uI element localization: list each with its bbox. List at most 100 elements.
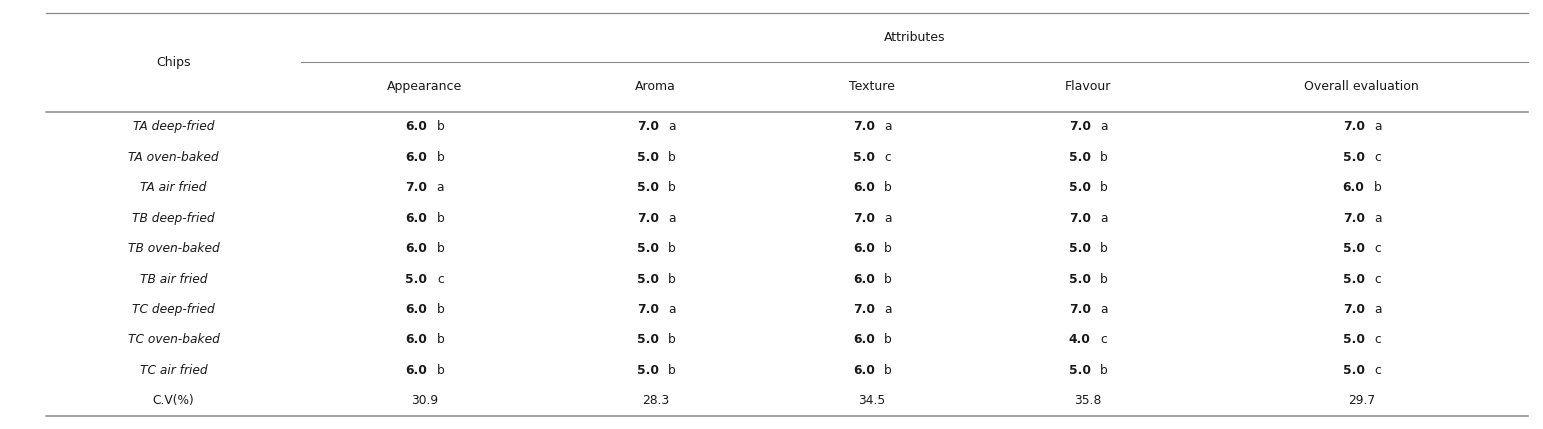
Text: b: b (668, 333, 676, 347)
Text: TC deep-fried: TC deep-fried (133, 303, 214, 316)
Text: 6.0: 6.0 (406, 151, 427, 164)
Text: 28.3: 28.3 (642, 394, 670, 408)
Text: b: b (668, 242, 676, 255)
Text: c: c (884, 151, 892, 164)
Text: b: b (1100, 364, 1108, 377)
Text: 6.0: 6.0 (853, 181, 875, 194)
Text: 5.0: 5.0 (853, 151, 875, 164)
Text: 6.0: 6.0 (406, 333, 427, 347)
Text: Flavour: Flavour (1065, 80, 1111, 94)
Text: a: a (668, 303, 676, 316)
Text: b: b (437, 151, 444, 164)
Text: 6.0: 6.0 (853, 242, 875, 255)
Text: 5.0: 5.0 (1069, 272, 1091, 286)
Text: 6.0: 6.0 (853, 364, 875, 377)
Text: b: b (668, 151, 676, 164)
Text: 6.0: 6.0 (853, 333, 875, 347)
Text: 6.0: 6.0 (406, 242, 427, 255)
Text: 29.7: 29.7 (1349, 394, 1375, 408)
Text: 7.0: 7.0 (1069, 211, 1091, 225)
Text: 4.0: 4.0 (1069, 333, 1091, 347)
Text: 6.0: 6.0 (406, 211, 427, 225)
Text: a: a (1100, 303, 1108, 316)
Text: c: c (1375, 151, 1381, 164)
Text: c: c (1375, 364, 1381, 377)
Text: b: b (1100, 272, 1108, 286)
Text: b: b (884, 333, 892, 347)
Text: TB oven-baked: TB oven-baked (128, 242, 219, 255)
Text: TC oven-baked: TC oven-baked (128, 333, 219, 347)
Text: Appearance: Appearance (387, 80, 461, 94)
Text: TA air fried: TA air fried (140, 181, 207, 194)
Text: Overall evaluation: Overall evaluation (1304, 80, 1420, 94)
Text: c: c (1375, 272, 1381, 286)
Text: TA oven-baked: TA oven-baked (128, 151, 219, 164)
Text: b: b (668, 364, 676, 377)
Text: c: c (1100, 333, 1108, 347)
Text: 5.0: 5.0 (1069, 242, 1091, 255)
Text: 5.0: 5.0 (637, 272, 659, 286)
Text: 7.0: 7.0 (406, 181, 427, 194)
Text: a: a (668, 211, 676, 225)
Text: 7.0: 7.0 (1069, 120, 1091, 133)
Text: 5.0: 5.0 (637, 364, 659, 377)
Text: c: c (437, 272, 444, 286)
Text: 6.0: 6.0 (406, 364, 427, 377)
Text: C.V(%): C.V(%) (153, 394, 194, 408)
Text: b: b (437, 211, 444, 225)
Text: a: a (1100, 211, 1108, 225)
Text: 5.0: 5.0 (1069, 364, 1091, 377)
Text: b: b (437, 120, 444, 133)
Text: a: a (437, 181, 444, 194)
Text: 7.0: 7.0 (1069, 303, 1091, 316)
Text: b: b (884, 242, 892, 255)
Text: 5.0: 5.0 (637, 181, 659, 194)
Text: b: b (884, 181, 892, 194)
Text: a: a (884, 303, 892, 316)
Text: 5.0: 5.0 (1342, 242, 1364, 255)
Text: 5.0: 5.0 (637, 333, 659, 347)
Text: b: b (884, 364, 892, 377)
Text: a: a (1373, 303, 1381, 316)
Text: 30.9: 30.9 (410, 394, 438, 408)
Text: a: a (884, 211, 892, 225)
Text: 7.0: 7.0 (1342, 303, 1364, 316)
Text: 7.0: 7.0 (1342, 120, 1364, 133)
Text: a: a (1373, 211, 1381, 225)
Text: TB air fried: TB air fried (140, 272, 207, 286)
Text: b: b (884, 272, 892, 286)
Text: b: b (437, 364, 444, 377)
Text: 6.0: 6.0 (1342, 181, 1364, 194)
Text: TB deep-fried: TB deep-fried (133, 211, 214, 225)
Text: 5.0: 5.0 (1342, 151, 1364, 164)
Text: 7.0: 7.0 (637, 303, 659, 316)
Text: a: a (884, 120, 892, 133)
Text: 5.0: 5.0 (406, 272, 427, 286)
Text: a: a (668, 120, 676, 133)
Text: b: b (437, 303, 444, 316)
Text: 7.0: 7.0 (853, 303, 875, 316)
Text: c: c (1375, 242, 1381, 255)
Text: b: b (1373, 181, 1381, 194)
Text: 6.0: 6.0 (853, 272, 875, 286)
Text: b: b (437, 242, 444, 255)
Text: 7.0: 7.0 (1342, 211, 1364, 225)
Text: 7.0: 7.0 (637, 120, 659, 133)
Text: 5.0: 5.0 (1342, 364, 1364, 377)
Text: Texture: Texture (849, 80, 895, 94)
Text: b: b (437, 333, 444, 347)
Text: Chips: Chips (156, 56, 191, 69)
Text: 5.0: 5.0 (1069, 151, 1091, 164)
Text: b: b (668, 181, 676, 194)
Text: a: a (1373, 120, 1381, 133)
Text: 34.5: 34.5 (858, 394, 886, 408)
Text: 5.0: 5.0 (637, 151, 659, 164)
Text: 6.0: 6.0 (406, 303, 427, 316)
Text: 5.0: 5.0 (1342, 333, 1364, 347)
Text: 7.0: 7.0 (637, 211, 659, 225)
Text: 7.0: 7.0 (853, 120, 875, 133)
Text: TA deep-fried: TA deep-fried (133, 120, 214, 133)
Text: 5.0: 5.0 (637, 242, 659, 255)
Text: TC air fried: TC air fried (140, 364, 207, 377)
Text: 5.0: 5.0 (1342, 272, 1364, 286)
